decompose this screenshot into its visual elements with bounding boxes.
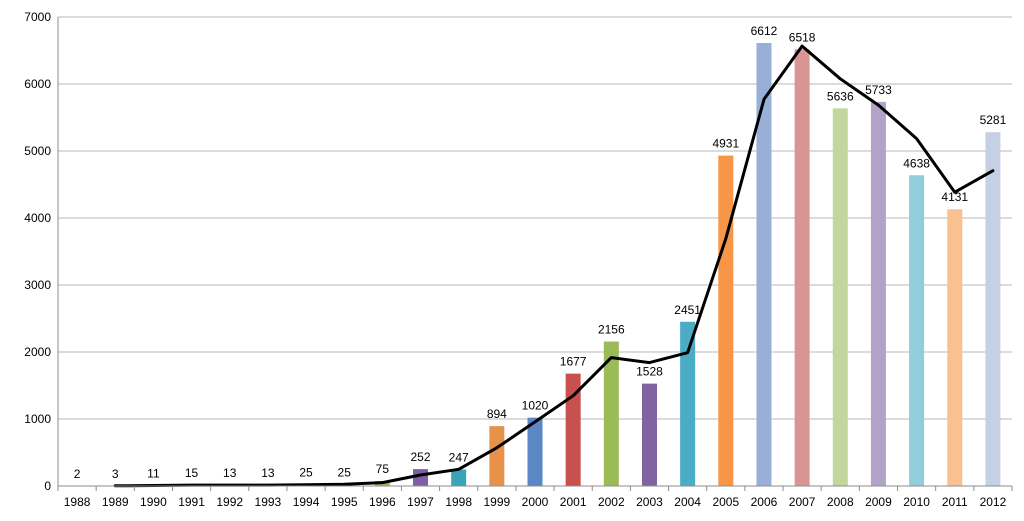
data-label-2004: 2451 <box>674 303 701 317</box>
data-label-1991: 15 <box>185 466 199 480</box>
bar-2001 <box>565 373 581 486</box>
gridlines <box>58 16 1012 420</box>
x-tick-label: 2010 <box>903 495 930 509</box>
x-tick-label: 1999 <box>483 495 510 509</box>
bar-2012 <box>985 132 1001 486</box>
moving-average-line <box>113 44 995 488</box>
bar-2010 <box>909 175 925 486</box>
data-label-2003: 1528 <box>636 365 663 379</box>
bar-2000 <box>527 417 543 486</box>
y-tick-label: 0 <box>44 479 51 493</box>
bar-2005 <box>718 155 734 487</box>
data-label-2011: 4131 <box>941 190 968 204</box>
bar-1999 <box>489 426 505 486</box>
x-tick-label: 2000 <box>522 495 549 509</box>
data-label-2005: 4931 <box>712 137 739 151</box>
data-label-1998: 247 <box>449 450 469 464</box>
x-tick-label: 2001 <box>560 495 587 509</box>
y-tick-label: 7000 <box>24 10 51 24</box>
x-tick-label: 1993 <box>255 495 282 509</box>
x-tick-label: 1997 <box>407 495 434 509</box>
data-label-1988: 2 <box>74 467 81 481</box>
x-tick-label: 2003 <box>636 495 663 509</box>
data-label-2001: 1677 <box>560 355 587 369</box>
x-tick-label: 1989 <box>102 495 129 509</box>
data-label-1990: 11 <box>147 466 160 480</box>
x-tick-label: 2006 <box>751 495 778 509</box>
data-labels: 2 3 11 15 13 13 25 25 75 252 247 894 1020 1677 2156 152… <box>74 24 1007 481</box>
x-tick-label: 1995 <box>331 495 358 509</box>
bar-2002 <box>603 341 619 486</box>
bar-2008 <box>832 108 848 486</box>
x-tick-label: 2002 <box>598 495 625 509</box>
bars <box>69 42 1001 487</box>
x-tick-label: 2004 <box>674 495 701 509</box>
data-label-1996: 75 <box>376 462 390 476</box>
x-tick-label: 2009 <box>865 495 892 509</box>
data-label-1997: 252 <box>411 450 431 464</box>
y-tick-label: 1000 <box>24 412 51 426</box>
x-tick-label: 1991 <box>178 495 205 509</box>
bar-2011 <box>947 209 963 486</box>
data-label-1994: 25 <box>299 465 313 479</box>
data-label-1999: 894 <box>487 407 507 421</box>
data-label-2000: 1020 <box>522 399 549 413</box>
x-tick-label: 2011 <box>942 495 968 509</box>
x-tick-label: 2007 <box>789 495 816 509</box>
x-tick-label: 1998 <box>445 495 472 509</box>
y-tick-label: 6000 <box>24 77 51 91</box>
data-label-2008: 5636 <box>827 89 854 103</box>
y-tick-label: 2000 <box>24 345 51 359</box>
data-label-2012: 5281 <box>980 113 1007 127</box>
x-tick-label: 1992 <box>216 495 243 509</box>
x-tick-label: 2012 <box>980 495 1007 509</box>
data-label-2006: 6612 <box>751 24 778 38</box>
x-tick-label: 1990 <box>140 495 167 509</box>
data-label-1989: 3 <box>112 467 119 481</box>
y-tick-label: 5000 <box>24 144 51 158</box>
data-label-1993: 13 <box>261 466 275 480</box>
axes: 0 1000 2000 3000 4000 5000 6000 7000 1988 1989 199… <box>24 10 1013 509</box>
data-label-2002: 2156 <box>598 323 625 337</box>
bar-2006 <box>756 42 772 486</box>
data-label-1995: 25 <box>338 465 352 479</box>
bar-2009 <box>870 101 886 486</box>
x-tick-label: 1988 <box>64 495 91 509</box>
data-label-2010: 4638 <box>903 156 930 170</box>
trend-line <box>113 44 995 488</box>
bar-2004 <box>680 321 696 486</box>
bar-2007 <box>794 49 810 486</box>
x-tick-label: 1996 <box>369 495 396 509</box>
x-tick-label: 2005 <box>712 495 739 509</box>
x-tick-label: 1994 <box>293 495 320 509</box>
bar-2003 <box>641 383 657 486</box>
bar-1998 <box>451 469 467 486</box>
y-tick-label: 3000 <box>24 278 51 292</box>
data-label-2007: 6518 <box>789 30 816 44</box>
x-tick-label: 2008 <box>827 495 854 509</box>
data-label-1992: 13 <box>223 466 237 480</box>
y-tick-label: 4000 <box>24 211 51 225</box>
data-label-2009: 5733 <box>865 83 892 97</box>
